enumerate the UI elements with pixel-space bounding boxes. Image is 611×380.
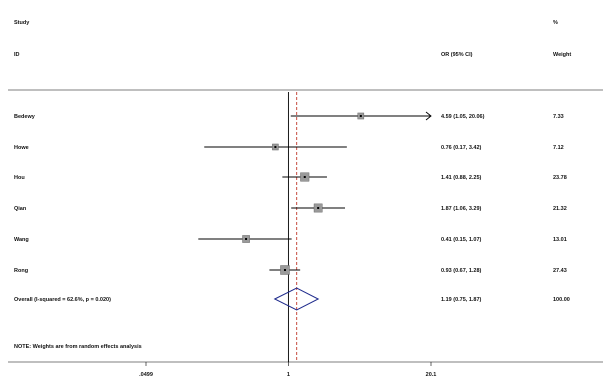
point-estimate-rong — [283, 269, 286, 271]
point-estimate-hou — [303, 176, 306, 178]
study-ci: 1.41 (0.88, 2.25) — [441, 175, 482, 181]
header-weight: Weight — [553, 52, 571, 58]
study-ci: 0.93 (0.67, 1.28) — [441, 268, 482, 274]
study-weight: 21.32 — [553, 206, 567, 212]
study-weight: 27.43 — [553, 268, 567, 274]
study-ci: 1.87 (1.06, 3.29) — [441, 206, 482, 212]
header-id: ID — [14, 52, 20, 58]
study-label: Rong — [14, 268, 28, 274]
study-label: Wang — [14, 237, 29, 243]
overall-label: Overall (I-squared = 62.6%, p = 0.020) — [14, 297, 111, 303]
header-percent: % — [553, 20, 558, 26]
study-ci: 0.41 (0.15, 1.07) — [441, 237, 482, 243]
x-tick-label: 20.1 — [426, 372, 437, 378]
overall-diamond — [273, 287, 320, 311]
study-weight: 23.78 — [553, 175, 567, 181]
point-estimate-howe — [274, 146, 277, 148]
study-weight: 7.12 — [553, 145, 564, 151]
study-ci: 0.76 (0.17, 3.42) — [441, 145, 482, 151]
footnote: NOTE: Weights are from random effects an… — [14, 344, 142, 350]
x-tick-label: .0499 — [139, 372, 153, 378]
overall-weight: 100.00 — [553, 297, 570, 303]
study-label: Hou — [14, 175, 25, 181]
point-estimate-qian — [317, 207, 320, 209]
ci-arrow-bedewy — [425, 111, 432, 121]
point-estimate-wang — [245, 238, 248, 240]
header-or-ci: OR (95% CI) — [441, 52, 473, 58]
study-ci: 4.59 (1.05, 20.06) — [441, 114, 485, 120]
study-weight: 13.01 — [553, 237, 567, 243]
x-tick-label: 1 — [287, 372, 290, 378]
study-weight: 7.33 — [553, 114, 564, 120]
study-label: Qian — [14, 206, 27, 212]
study-label: Bedewy — [14, 114, 36, 120]
point-estimate-bedewy — [359, 115, 362, 117]
overall-ci: 1.19 (0.75, 1.87) — [441, 297, 482, 303]
study-label: Howe — [14, 145, 29, 151]
header-study: Study — [14, 20, 30, 26]
